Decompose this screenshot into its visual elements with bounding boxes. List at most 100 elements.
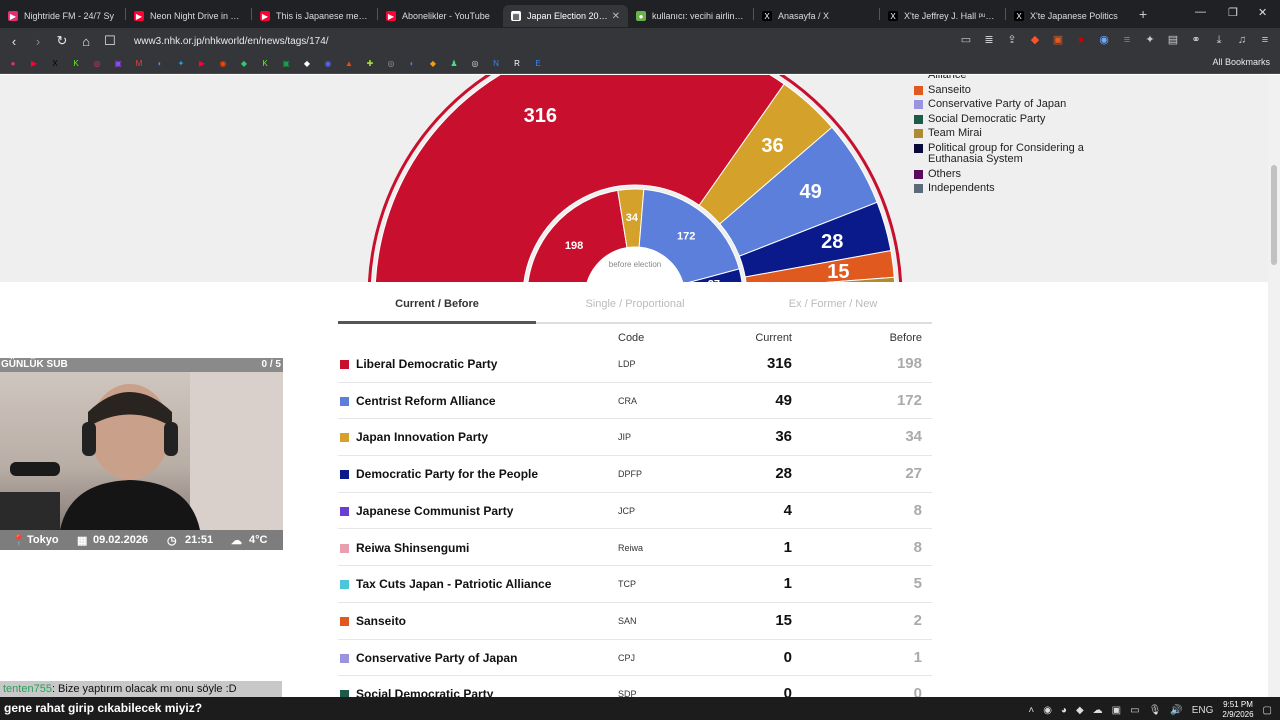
notification-icon[interactable]: ▢ bbox=[1262, 704, 1272, 716]
browser-tab[interactable]: X X'te Japanese Politics bbox=[1006, 5, 1131, 27]
table-row[interactable]: Reiwa Shinsengumi Reiwa 1 8 bbox=[338, 530, 932, 567]
language-indicator[interactable]: ENG bbox=[1191, 704, 1214, 716]
bookmark-icon[interactable]: ✦ bbox=[177, 58, 185, 68]
browser-tab[interactable]: ▶ Neon Night Drive in Tokyo bbox=[126, 5, 251, 27]
bookmark-icon[interactable]: ☐ bbox=[104, 33, 116, 48]
home-icon[interactable]: ⌂ bbox=[82, 33, 90, 49]
party-code: CRA bbox=[618, 395, 638, 406]
bookmark-icon[interactable]: ◆ bbox=[303, 58, 311, 68]
display-icon[interactable]: ▭ bbox=[1130, 704, 1140, 716]
share-icon[interactable]: ⇪ bbox=[1007, 34, 1017, 46]
extension-icon[interactable]: ● bbox=[1077, 34, 1085, 46]
bookmark-icon[interactable]: ▶ bbox=[30, 58, 38, 68]
seats-before: 34 bbox=[905, 428, 922, 446]
bookmark-icon[interactable]: ▶ bbox=[198, 58, 206, 68]
url-field[interactable]: www3.nhk.or.jp/nhkworld/en/news/tags/174… bbox=[112, 31, 952, 51]
all-bookmarks-button[interactable]: All Bookmarks bbox=[1212, 57, 1270, 67]
bookmark-icon[interactable]: ◎ bbox=[471, 58, 479, 68]
taskbar-clock[interactable]: 9:51 PM 2/9/2026 bbox=[1222, 700, 1253, 720]
scrollbar-thumb[interactable] bbox=[1271, 165, 1277, 265]
bookmark-icon[interactable]: ▲ bbox=[345, 58, 353, 68]
bookmark-icon[interactable]: ◎ bbox=[93, 58, 101, 68]
close-tab-icon[interactable]: ✕ bbox=[611, 10, 620, 22]
bookmark-icon[interactable]: ◎ bbox=[387, 58, 395, 68]
bookmark-icon[interactable]: M bbox=[135, 58, 143, 68]
browser-tab[interactable]: ● kullanıcı: vecihi airlines - e bbox=[628, 5, 753, 27]
new-tab-button[interactable]: + bbox=[1139, 6, 1148, 22]
discord-icon[interactable]: ◕ bbox=[1060, 704, 1067, 716]
browser-tab[interactable]: ▦ Japan Election 2026: L✕ bbox=[503, 5, 628, 27]
bookmark-icon[interactable]: ◐ bbox=[157, 58, 163, 68]
bookmark-icon[interactable]: R bbox=[514, 58, 520, 68]
brave-shield-icon[interactable]: ◆ bbox=[1030, 34, 1040, 46]
extension-icon[interactable]: ◉ bbox=[1099, 34, 1109, 46]
cloud-icon[interactable]: ☁ bbox=[1092, 704, 1103, 716]
table-row[interactable]: Liberal Democratic Party LDP 316 198 bbox=[338, 346, 932, 383]
browser-tab[interactable]: X Anasayfa / X bbox=[754, 5, 879, 27]
tab-current-before[interactable]: Current / Before bbox=[395, 298, 479, 310]
bookmark-icon[interactable]: ◉ bbox=[324, 58, 332, 68]
minimize-button[interactable]: — bbox=[1195, 6, 1206, 18]
legend-swatch bbox=[914, 100, 923, 110]
tab-ex-former-new[interactable]: Ex / Former / New bbox=[788, 298, 878, 310]
bookmark-icon[interactable]: ▣ bbox=[282, 58, 290, 68]
browser-tab[interactable]: ▶ Nightride FM - 24/7 Sy bbox=[0, 5, 125, 27]
link-icon[interactable]: ⚭ bbox=[1191, 34, 1201, 46]
steam-icon[interactable]: ◉ bbox=[1043, 704, 1052, 716]
bookmarks-bar: ● ▶ X K ◎ ▣ M ◐ ✦ ▶ ◉ ◆ K ▣ ◆ ◉ ▲ ✚ ◎ ◐ ◆ ♟ ◎ N R E All Bookmarks bbox=[0, 54, 1280, 74]
chevron-up-icon[interactable]: ˄ bbox=[1028, 704, 1035, 716]
current-slice-ldp[interactable] bbox=[374, 75, 785, 282]
forward-icon[interactable]: › bbox=[35, 33, 41, 49]
extensions-puzzle-icon[interactable]: ✦ bbox=[1145, 34, 1155, 46]
music-icon[interactable]: ♫ bbox=[1237, 34, 1247, 46]
menu-icon[interactable]: ≡ bbox=[1261, 34, 1269, 46]
browser-tab[interactable]: X X'te Jeffrey J. Hall ᵖᵘˢ: "A bbox=[880, 5, 1005, 27]
current-slice-san[interactable] bbox=[744, 249, 895, 282]
sidebar-icon[interactable]: ▤ bbox=[1167, 34, 1179, 46]
bookmark-icon[interactable]: ♟ bbox=[450, 58, 458, 68]
back-icon[interactable]: ‹ bbox=[11, 33, 17, 49]
table-row[interactable]: Conservative Party of Japan CPJ 0 1 bbox=[338, 640, 932, 677]
table-row[interactable]: Centrist Reform Alliance CRA 49 172 bbox=[338, 383, 932, 420]
table-row[interactable]: Democratic Party for the People DPFP 28 27 bbox=[338, 456, 932, 493]
tab-single-proportional[interactable]: Single / Proportional bbox=[585, 298, 685, 310]
bookmark-icon[interactable]: ◐ bbox=[409, 58, 415, 68]
browser-tab[interactable]: ▶ Abonelikler - YouTube bbox=[378, 5, 503, 27]
center-label: before election bbox=[609, 260, 661, 269]
bookmark-icon[interactable]: ◉ bbox=[219, 58, 227, 68]
table-row[interactable]: Sanseito SAN 15 2 bbox=[338, 603, 932, 640]
cast-icon[interactable]: ▭ bbox=[960, 34, 972, 46]
bookmark-icon[interactable]: K bbox=[262, 58, 268, 68]
extension-icon[interactable]: ▣ bbox=[1052, 34, 1064, 46]
extension-icon[interactable]: ≡ bbox=[1123, 34, 1131, 46]
volume-icon[interactable]: 🔊 bbox=[1170, 704, 1183, 716]
bookmark-icon[interactable]: ✚ bbox=[366, 58, 374, 68]
download-icon[interactable]: ⤓ bbox=[1216, 34, 1222, 46]
table-row[interactable]: Japan Innovation Party JIP 36 34 bbox=[338, 419, 932, 457]
microphone-icon[interactable]: 🎙 bbox=[1148, 704, 1162, 716]
tab-title: X'te Japanese Politics bbox=[1030, 11, 1118, 21]
bookmark-icon[interactable]: ▣ bbox=[114, 58, 122, 68]
bookmark-icon[interactable]: N bbox=[493, 58, 499, 68]
bookmark-icon[interactable]: E bbox=[535, 58, 541, 68]
before-slice-dpfp[interactable] bbox=[683, 268, 743, 282]
browser-tab[interactable]: ▶ This is Japanese media... bbox=[252, 5, 377, 27]
bookmark-icon[interactable]: ● bbox=[10, 58, 16, 68]
bookmark-icon[interactable]: X bbox=[52, 58, 58, 68]
bookmark-icon[interactable]: K bbox=[73, 58, 79, 68]
bookmark-icon[interactable]: ◆ bbox=[240, 58, 248, 68]
page-scrollbar[interactable] bbox=[1268, 75, 1280, 697]
maximize-button[interactable]: ❐ bbox=[1228, 7, 1238, 19]
close-window-button[interactable]: ✕ bbox=[1258, 7, 1268, 19]
legend-swatch bbox=[914, 184, 923, 194]
seats-current: 49 bbox=[775, 391, 792, 409]
app-icon[interactable]: ▣ bbox=[1111, 704, 1122, 716]
table-row[interactable]: Japanese Communist Party JCP 4 8 bbox=[338, 493, 932, 530]
table-row[interactable]: Tax Cuts Japan - Patriotic Alliance TCP 1 5 bbox=[338, 566, 932, 603]
reader-icon[interactable]: ≣ bbox=[984, 34, 994, 46]
reload-icon[interactable]: ↻ bbox=[56, 33, 68, 48]
party-name: Tax Cuts Japan - Patriotic Alliance bbox=[356, 577, 552, 592]
bookmark-icon[interactable]: ◆ bbox=[429, 58, 437, 68]
current-slice-others/mirai[interactable] bbox=[747, 276, 896, 282]
app-icon[interactable]: ◆ bbox=[1075, 704, 1084, 716]
